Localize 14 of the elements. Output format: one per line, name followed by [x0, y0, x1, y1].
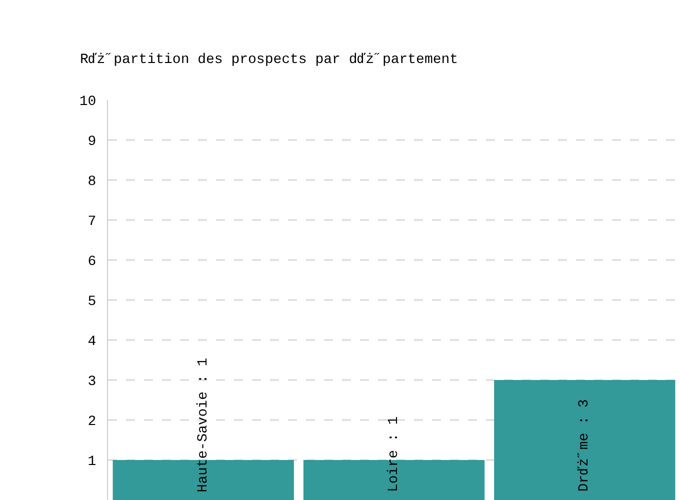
y-tick-label: 5 — [88, 294, 96, 310]
x-tick-label: Loire : 1 — [386, 416, 402, 492]
y-tick-label: 1 — [88, 454, 96, 470]
y-tick-label: 7 — [88, 214, 96, 230]
y-tick-label: 10 — [79, 94, 96, 110]
y-tick-label: 6 — [88, 254, 96, 270]
x-tick-label: Haute-Savoie : 1 — [195, 358, 212, 492]
y-tick-label: 9 — [88, 134, 96, 150]
chart-title: Rďż˝partition des prospects par dďż˝partement — [80, 52, 458, 68]
y-tick-label: 2 — [88, 414, 96, 430]
y-tick-label: 3 — [88, 374, 96, 390]
y-tick-label: 8 — [88, 174, 96, 190]
x-tick-label: Drďż˝me : 3 — [576, 399, 593, 492]
y-tick-label: 4 — [88, 334, 96, 350]
